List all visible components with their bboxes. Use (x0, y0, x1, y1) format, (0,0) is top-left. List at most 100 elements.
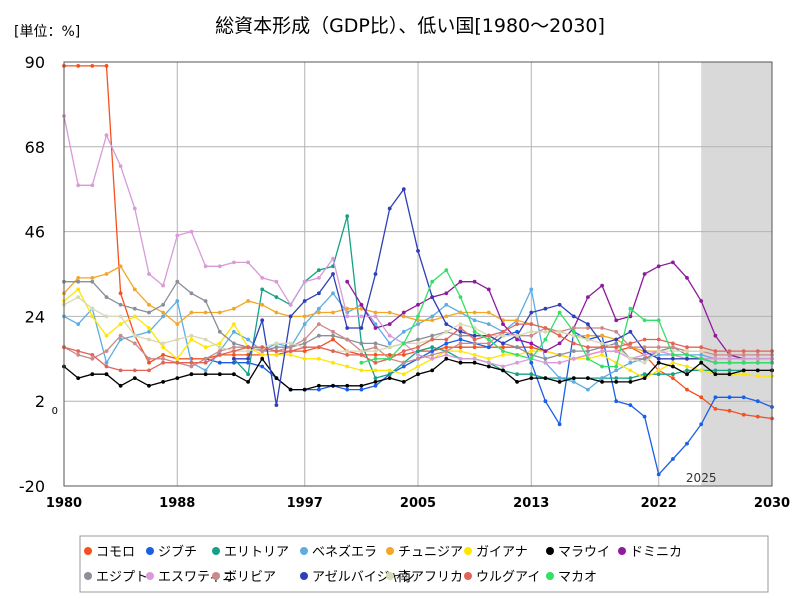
data-point (713, 368, 718, 373)
data-point (529, 341, 534, 346)
data-point (529, 376, 534, 380)
data-point (628, 329, 633, 334)
data-point (260, 302, 265, 307)
data-point (571, 341, 576, 346)
data-point (203, 310, 208, 315)
data-point (217, 345, 222, 350)
data-point (713, 353, 718, 357)
data-point (600, 349, 604, 353)
data-point (90, 372, 95, 377)
data-point (203, 299, 208, 303)
legend-item: マラウイ (546, 545, 610, 560)
legend-marker (146, 572, 154, 580)
data-point (458, 295, 463, 299)
data-point (416, 356, 420, 361)
data-point (713, 349, 718, 353)
data-point (713, 395, 718, 400)
data-point (741, 368, 746, 373)
data-point (217, 264, 222, 269)
legend-label: 南アフリカ (398, 569, 463, 585)
data-point (741, 372, 746, 377)
data-point (628, 356, 633, 361)
y-tick-label: 2 (35, 392, 45, 411)
data-point (543, 349, 548, 353)
data-point (486, 356, 491, 361)
data-point (416, 314, 420, 319)
data-point (671, 345, 675, 350)
data-point (571, 380, 576, 384)
data-point (387, 368, 392, 373)
data-point (727, 408, 732, 413)
data-point (203, 264, 208, 269)
legend-label: チュニジア (398, 545, 463, 560)
data-point (90, 64, 95, 68)
data-point (147, 310, 151, 315)
data-point (217, 349, 222, 353)
data-point (458, 356, 463, 361)
data-point (317, 387, 321, 392)
data-point (401, 329, 406, 334)
data-point (430, 279, 435, 284)
data-point (642, 337, 647, 342)
data-point (416, 345, 420, 350)
data-point (345, 314, 350, 319)
data-point (741, 412, 746, 417)
data-point (430, 345, 435, 350)
data-point (600, 341, 604, 346)
data-point (501, 349, 505, 353)
data-point (472, 341, 477, 346)
data-point (472, 318, 477, 323)
data-point (444, 345, 449, 350)
data-point (699, 349, 704, 353)
data-point (161, 345, 166, 350)
data-point (302, 349, 307, 353)
data-point (132, 287, 137, 292)
series-10 (62, 322, 774, 369)
data-point (600, 333, 604, 338)
data-point (373, 326, 378, 330)
data-point (486, 337, 491, 342)
data-point (401, 310, 406, 315)
data-point (458, 326, 463, 330)
data-point (189, 372, 194, 377)
data-point (600, 283, 604, 288)
data-point (642, 376, 647, 380)
legend-marker (84, 547, 92, 555)
data-point (260, 345, 265, 350)
legend-label: ドミニカ (630, 545, 682, 560)
data-point (147, 368, 151, 373)
data-point (302, 341, 307, 346)
data-point (274, 353, 279, 357)
data-point (529, 360, 534, 365)
data-point (76, 183, 81, 188)
data-point (331, 383, 335, 388)
data-point (543, 326, 548, 330)
data-point (472, 279, 477, 284)
data-point (147, 383, 151, 388)
data-point (246, 380, 251, 384)
data-point (699, 422, 704, 427)
data-point (586, 326, 590, 330)
data-point (486, 360, 491, 365)
data-point (387, 206, 392, 211)
data-point (557, 422, 562, 427)
y-tick-label: 0 (52, 406, 58, 417)
data-point (246, 372, 251, 377)
data-point (175, 233, 180, 238)
x-tick-label: 2022 (641, 496, 677, 511)
data-point (685, 441, 689, 446)
data-point (543, 306, 548, 311)
data-point (232, 372, 236, 377)
data-point (741, 395, 746, 400)
data-point (416, 337, 420, 342)
data-point (501, 341, 505, 346)
data-point (359, 306, 364, 311)
data-point (260, 318, 265, 323)
legend-marker (618, 547, 626, 555)
data-point (260, 287, 265, 292)
data-point (755, 356, 760, 361)
data-point (727, 372, 732, 377)
legend-box (79, 535, 769, 593)
